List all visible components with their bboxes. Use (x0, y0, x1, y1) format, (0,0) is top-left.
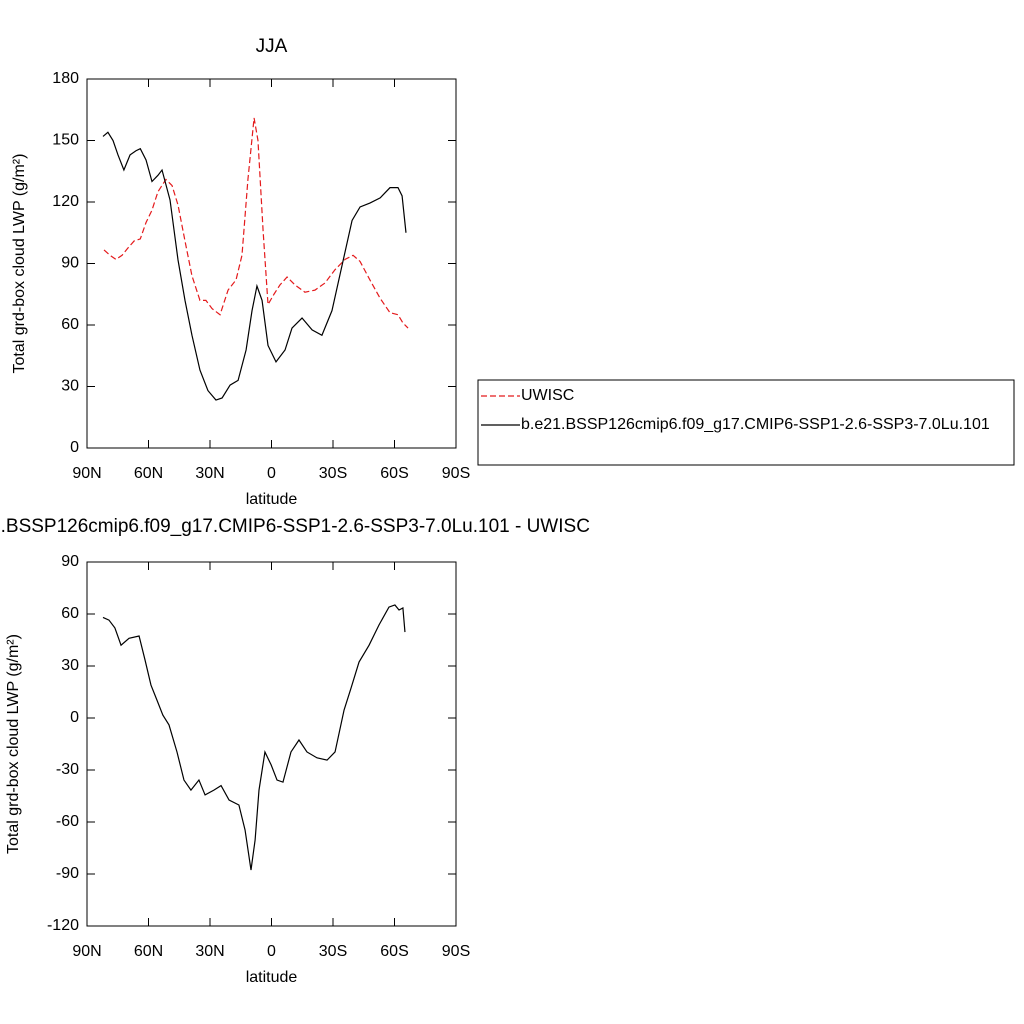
y-tick-label: -60 (56, 813, 79, 830)
legend-label: UWISC (521, 387, 574, 404)
legend-box (477, 379, 1015, 466)
x-tick-label: 30S (319, 465, 347, 482)
plot-frame (86, 561, 457, 927)
y-tick-label: 0 (70, 709, 79, 726)
data-line (102, 604, 406, 871)
data-line (103, 117, 409, 329)
y-axis-label: Total grd-box cloud LWP (g/m²) (5, 634, 22, 854)
chart-title: JJA (256, 36, 288, 57)
x-axis-label: latitude (246, 491, 298, 508)
x-tick-label: 30N (195, 465, 224, 482)
y-tick-label: 30 (61, 378, 79, 395)
y-tick-label: 120 (52, 193, 79, 210)
x-tick-label: 60N (134, 943, 163, 960)
data-line (102, 131, 407, 401)
y-tick-label: 30 (61, 657, 79, 674)
plot-frame (86, 78, 457, 449)
y-tick-label: 60 (61, 316, 79, 333)
y-tick-label: 0 (70, 439, 79, 456)
y-tick-label: -30 (56, 761, 79, 778)
x-tick-label: 90S (442, 465, 470, 482)
legend-label: b.e21.BSSP126cmip6.f09_g17.CMIP6-SSP1-2.… (521, 416, 990, 433)
x-tick-label: 30S (319, 943, 347, 960)
y-tick-label: -90 (56, 865, 79, 882)
x-tick-label: 90S (442, 943, 470, 960)
y-tick-label: 90 (61, 553, 79, 570)
y-axis-label: Total grd-box cloud LWP (g/m²) (11, 154, 28, 374)
x-tick-label: 60S (380, 943, 408, 960)
x-tick-label: 30N (195, 943, 224, 960)
x-tick-label: 60N (134, 465, 163, 482)
y-tick-label: 60 (61, 605, 79, 622)
chart-title: b.e21.BSSP126cmip6.f09_g17.CMIP6-SSP1-2.… (0, 516, 590, 537)
x-tick-label: 90N (72, 943, 101, 960)
x-tick-label: 0 (267, 943, 276, 960)
x-tick-label: 0 (267, 465, 276, 482)
x-tick-label: 60S (380, 465, 408, 482)
y-tick-label: 150 (52, 132, 79, 149)
x-axis-label: latitude (246, 969, 298, 986)
y-tick-label: 180 (52, 70, 79, 87)
y-tick-label: 90 (61, 255, 79, 272)
y-tick-label: -120 (47, 917, 79, 934)
x-tick-label: 90N (72, 465, 101, 482)
